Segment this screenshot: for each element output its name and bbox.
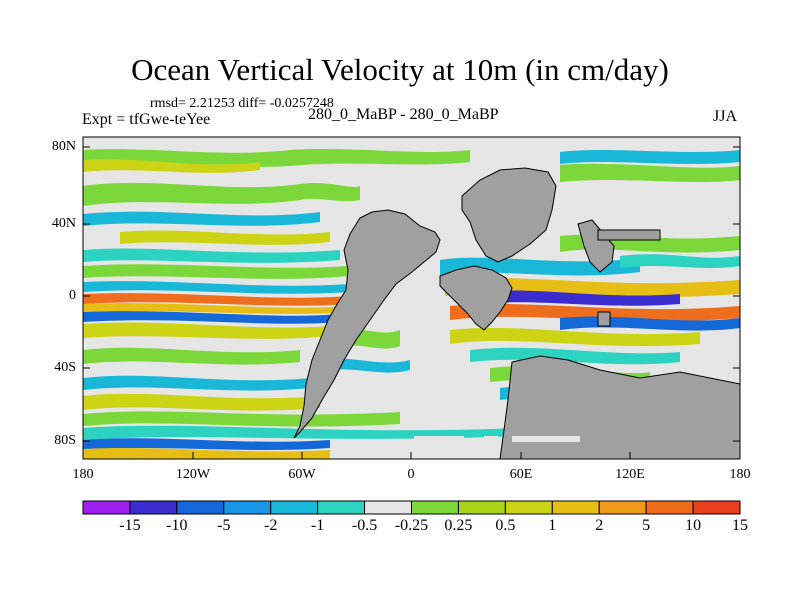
lon-label: 60W (288, 467, 316, 482)
anomaly-band (470, 347, 680, 365)
colorbar-swatch (317, 500, 366, 515)
anomaly-band (560, 163, 740, 182)
anomaly-band (83, 303, 350, 314)
anomaly-band (83, 347, 300, 365)
anomaly-band (83, 159, 260, 173)
lat-label: 40N (51, 216, 76, 231)
lon-label: 180 (729, 467, 751, 482)
colorbar-label: -15 (119, 517, 141, 534)
anomaly-band (83, 182, 360, 206)
colorbar-label: 1 (548, 517, 557, 534)
colorbar-swatch (364, 500, 413, 515)
colorbar-label: -2 (264, 517, 278, 534)
land-island (597, 311, 611, 327)
anomaly-band (83, 438, 330, 450)
lon-label: 180 (72, 467, 94, 482)
colorbar-swatch (645, 500, 694, 515)
lon-label: 120E (615, 467, 645, 482)
anomaly-band (83, 293, 350, 306)
anomaly-band (83, 322, 330, 339)
lat-label: 80S (54, 433, 76, 448)
lat-ticks (83, 146, 740, 442)
season-label: JJA (713, 108, 738, 125)
anomaly-band (83, 248, 340, 263)
colorbar-label: -0.25 (394, 517, 429, 534)
land-greenland (461, 167, 557, 263)
plot-title: Ocean Vertical Velocity at 10m (in cm/da… (131, 52, 669, 87)
lon-label: 120W (175, 467, 211, 482)
anomaly-band (480, 290, 680, 306)
anomaly-band (83, 149, 470, 167)
stats-text: rmsd= 2.21253 diff= -0.0257248 (150, 96, 334, 111)
lat-label: 0 (69, 288, 76, 303)
colorbar-swatch (457, 500, 506, 515)
anomaly-band (83, 375, 310, 391)
anomaly-band (83, 448, 330, 459)
map-field (83, 137, 740, 459)
anomaly-band (450, 303, 740, 322)
land-strip (597, 229, 661, 241)
colorbar-swatch (82, 500, 131, 515)
colorbar-label: 10 (685, 517, 702, 534)
colorbar-label: -5 (217, 517, 231, 534)
colorbar-label: 2 (595, 517, 604, 534)
colorbar-label: -0.5 (351, 517, 378, 534)
land-east-asia (577, 219, 615, 273)
colorbar-label: -10 (166, 517, 188, 534)
land-africa (439, 265, 513, 331)
land-antarctica-east (499, 355, 740, 459)
experiment-label: Expt = tfGwe-teYee (82, 111, 211, 128)
lat-label: 40S (54, 360, 76, 375)
colorbar-swatch (223, 500, 272, 515)
colorbar-swatch (551, 500, 600, 515)
anomaly-band (450, 327, 700, 347)
case-label: 280_0_MaBP - 280_0_MaBP (308, 106, 499, 123)
anomaly-band (560, 150, 740, 164)
land-americas (293, 209, 441, 439)
colorbar-swatch (129, 500, 178, 515)
anomaly-band (83, 425, 520, 440)
colorbar-label: 15 (732, 517, 748, 534)
anomaly-band (83, 311, 340, 324)
colorbar-label: 0.25 (444, 517, 473, 534)
colorbar-swatch (598, 500, 647, 515)
colorbar-label: 0.5 (495, 517, 516, 534)
anomaly-band (83, 411, 400, 427)
anomaly-band (620, 254, 740, 268)
colorbar-swatch (504, 500, 553, 515)
colorbar-swatch (270, 500, 319, 515)
anomaly-band (83, 211, 320, 226)
lon-label: 0 (407, 467, 415, 482)
colorbar-swatch (176, 500, 225, 515)
colorbar (82, 500, 741, 515)
colorbar-label: -1 (310, 517, 325, 534)
lon-label: 60E (509, 467, 533, 482)
anomaly-band (120, 230, 330, 245)
colorbar-label: 5 (642, 517, 651, 534)
anomaly-band (83, 264, 350, 279)
lon-ticks (192, 452, 631, 459)
ice-shelf (414, 436, 580, 442)
anomaly-band (83, 393, 320, 411)
colorbar-swatch (411, 500, 459, 515)
anomaly-band (83, 281, 350, 294)
colorbar-swatch (692, 500, 741, 515)
lat-label: 80N (51, 139, 76, 154)
